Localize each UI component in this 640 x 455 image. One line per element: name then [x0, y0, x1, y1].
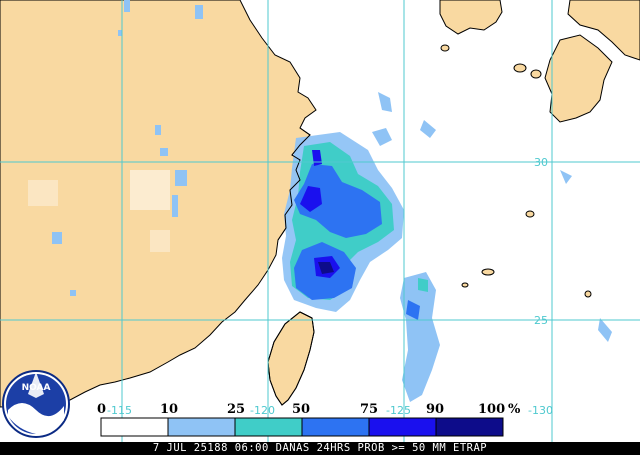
- land-kyushu: [544, 34, 613, 123]
- noaa-logo: NOAA: [2, 370, 70, 438]
- inland-detail: [28, 170, 170, 252]
- legend-tick-90: 90: [426, 402, 444, 417]
- legend-bin-90-100: [435, 417, 504, 437]
- legend-tick-10: 10: [160, 402, 178, 417]
- lat-label-30: 30: [534, 156, 548, 169]
- legend-tick-100: 100: [478, 402, 505, 417]
- legend-unit: %: [508, 402, 521, 417]
- lat-label-25: 25: [534, 314, 548, 327]
- map-caption: 7 JUL 25188 06:00 DANAS 24HRS PROB >= 50…: [0, 442, 640, 455]
- prob-90-100: [318, 262, 334, 274]
- legend-tick-50: 50: [292, 402, 310, 417]
- coastline-overlay: [277, 127, 311, 241]
- legend-tick-0: 0: [97, 402, 106, 417]
- prob-50-75: [294, 164, 382, 238]
- inland-lakes: [52, 0, 203, 296]
- probability-shading: [282, 92, 612, 402]
- lon-label-130: -130: [528, 404, 553, 417]
- legend-tick-75: 75: [360, 402, 378, 417]
- legend: 0 10 25 50 75 90 100 %: [97, 402, 521, 437]
- legend-bin-25-50: [234, 417, 303, 437]
- noaa-logo-text: NOAA: [22, 383, 51, 393]
- prob-75-90: [300, 186, 322, 212]
- legend-tick-25: 25: [227, 402, 245, 417]
- legend-bin-75-90: [368, 417, 437, 437]
- land-korea: [439, 0, 503, 35]
- legend-bin-50-75: [301, 417, 370, 437]
- lon-label-115: -115: [107, 404, 132, 417]
- land-honshu: [567, 0, 640, 61]
- lon-label-125: -125: [386, 404, 411, 417]
- lon-label-120: -120: [250, 404, 275, 417]
- lat-lon-grid: [0, 0, 640, 442]
- grid-labels: 30 25 -115 -120 -125 -130: [107, 156, 553, 417]
- legend-bin-0-10: [100, 417, 169, 437]
- legend-bin-10-25: [167, 417, 236, 437]
- islands: [440, 44, 592, 298]
